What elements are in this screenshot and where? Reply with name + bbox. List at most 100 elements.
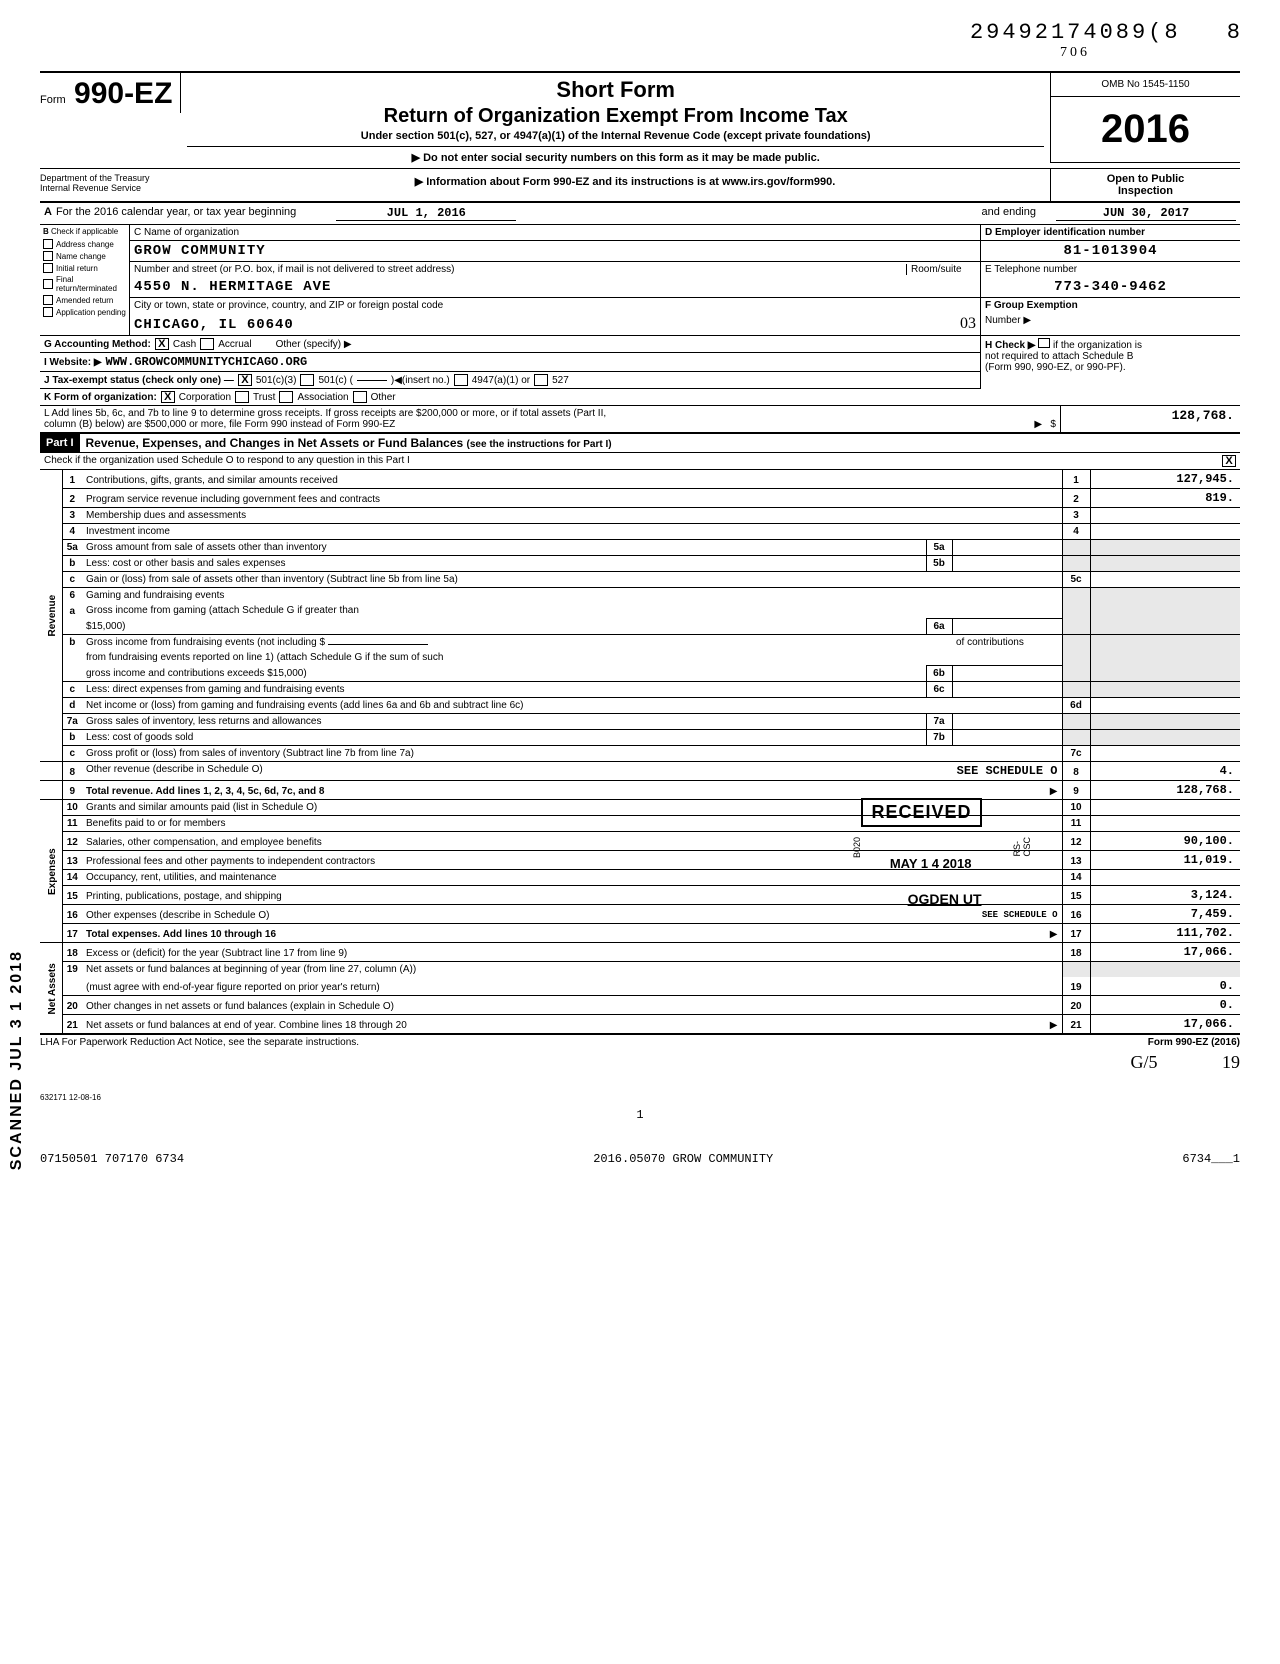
line-j-label: J Tax-exempt status (check only one) — xyxy=(44,375,234,386)
r16-c: 16 xyxy=(1062,905,1090,924)
r5c-amt xyxy=(1090,572,1240,588)
cb-4947a1[interactable] xyxy=(454,374,468,386)
second-header-row: Department of the Treasury Internal Reve… xyxy=(40,169,1240,203)
r9-c: 9 xyxy=(1062,781,1090,800)
cb-initial-return[interactable] xyxy=(43,263,53,273)
cb-cash[interactable]: X xyxy=(155,338,169,350)
r16-extra: SEE SCHEDULE O xyxy=(982,910,1058,920)
col-c-header: C Name of organization xyxy=(130,225,980,241)
r15-lbl: Printing, publications, postage, and shi… xyxy=(86,891,282,902)
lbl-app-pending: Application pending xyxy=(56,308,126,317)
cb-h[interactable] xyxy=(1038,338,1050,348)
r5c-n: c xyxy=(62,572,82,588)
r6b-lbl: Gross income from fundraising events (no… xyxy=(86,637,325,648)
r6c-ic: 6c xyxy=(926,682,952,698)
netassets-label: Net Assets xyxy=(40,943,62,1035)
r21-c: 21 xyxy=(1062,1015,1090,1035)
lbl-amended: Amended return xyxy=(56,296,113,305)
cb-501c[interactable] xyxy=(300,374,314,386)
cb-corporation[interactable]: X xyxy=(161,391,175,403)
lbl-initial-return: Initial return xyxy=(56,264,98,273)
line-k: K Form of organization: X Corporation Tr… xyxy=(40,389,1240,406)
cb-final-return[interactable] xyxy=(43,279,53,289)
r6c-iamt xyxy=(952,682,1062,698)
return-title: Return of Organization Exempt From Incom… xyxy=(187,105,1044,128)
r14-c: 14 xyxy=(1062,870,1090,886)
lbl-cash: Cash xyxy=(173,339,196,350)
r5b-iamt xyxy=(952,556,1062,572)
cb-association[interactable] xyxy=(279,391,293,403)
footer-center: 2016.05070 GROW COMMUNITY xyxy=(593,1152,773,1166)
hand-03: 03 xyxy=(960,315,976,333)
r13-lbl: Professional fees and other payments to … xyxy=(86,856,375,867)
r16-lbl: Other expenses (describe in Schedule O) xyxy=(86,910,269,921)
cb-501c3[interactable]: X xyxy=(238,374,252,386)
r8-c: 8 xyxy=(1062,762,1090,781)
cb-app-pending[interactable] xyxy=(43,307,53,317)
city-label: City or town, state or province, country… xyxy=(130,298,980,313)
date-stamp: MAY 1 4 2018 xyxy=(890,856,972,871)
entity-block: B Check if applicable Address change Nam… xyxy=(40,225,1240,336)
lbl-corporation: Corporation xyxy=(179,392,231,403)
r4-lbl: Investment income xyxy=(82,524,1062,540)
r7c-n: c xyxy=(62,746,82,762)
cb-accrual[interactable] xyxy=(200,338,214,350)
ein: 81-1013904 xyxy=(981,241,1240,262)
r20-amt: 0. xyxy=(1090,996,1240,1015)
r3-lbl: Membership dues and assessments xyxy=(82,508,1062,524)
part1-check-row: Check if the organization used Schedule … xyxy=(40,453,1240,470)
col-d-label: D Employer identification number xyxy=(985,227,1145,238)
r15-amt: 3,124. xyxy=(1090,886,1240,905)
cb-trust[interactable] xyxy=(235,391,249,403)
r6-n: 6 xyxy=(62,588,82,604)
r5c-lbl: Gain or (loss) from sale of assets other… xyxy=(82,572,1062,588)
small-print: 632171 12-08-16 xyxy=(40,1093,1240,1102)
r7c-lbl: Gross profit or (loss) from sales of inv… xyxy=(82,746,1062,762)
top-trailing: 8 xyxy=(1227,20,1240,45)
lbl-501c: 501(c) ( xyxy=(318,375,352,386)
r18-lbl: Excess or (deficit) for the year (Subtra… xyxy=(82,943,1062,962)
r19-c: 19 xyxy=(1062,977,1090,996)
r14-n: 14 xyxy=(62,870,82,886)
r6-lbl: Gaming and fundraising events xyxy=(82,588,1062,604)
cb-address-change[interactable] xyxy=(43,239,53,249)
ogden-stamp: OGDEN UT xyxy=(908,891,982,907)
tax-year: 2016 xyxy=(1051,97,1240,163)
col-h: H Check ▶ if the organization is not req… xyxy=(980,336,1240,389)
r11-c: 11 xyxy=(1062,816,1090,832)
line-g-label: G Accounting Method: xyxy=(44,339,151,350)
r19-lbl2: (must agree with end-of-year figure repo… xyxy=(82,977,1062,996)
r6b-iamt xyxy=(952,666,1062,682)
cb-schedule-o[interactable]: X xyxy=(1222,455,1236,467)
cb-name-change[interactable] xyxy=(43,251,53,261)
cb-other-org[interactable] xyxy=(353,391,367,403)
r15-c: 15 xyxy=(1062,886,1090,905)
r2-amt: 819. xyxy=(1090,489,1240,508)
r12-n: 12 xyxy=(62,832,82,851)
r17-amt: 111,702. xyxy=(1090,924,1240,943)
r7a-lbl: Gross sales of inventory, less returns a… xyxy=(82,714,926,730)
r8-lbl: Other revenue (describe in Schedule O) xyxy=(86,764,263,775)
r17-n: 17 xyxy=(62,924,82,943)
r20-c: 20 xyxy=(1062,996,1090,1015)
r3-n: 3 xyxy=(62,508,82,524)
dept-line2: Internal Revenue Service xyxy=(40,183,196,193)
r9-lbl: Total revenue. Add lines 1, 2, 3, 4, 5c,… xyxy=(86,786,324,797)
r19-amt: 0. xyxy=(1090,977,1240,996)
top-handwritten: 706 xyxy=(40,45,1090,61)
info-line: ▶ Information about Form 990-EZ and its … xyxy=(200,169,1050,201)
footer-right: 6734___1 xyxy=(1182,1152,1240,1166)
lha-notice: LHA For Paperwork Reduction Act Notice, … xyxy=(40,1037,359,1048)
col-b: B Check if applicable Address change Nam… xyxy=(40,225,130,335)
r5a-ic: 5a xyxy=(926,540,952,556)
form-prefix: Form xyxy=(40,94,66,106)
r17-lbl: Total expenses. Add lines 10 through 16 xyxy=(86,929,276,940)
expenses-label: Expenses xyxy=(40,800,62,943)
top-number-block: 29492174089(8 8 706 xyxy=(40,20,1240,61)
cb-amended[interactable] xyxy=(43,295,53,305)
r6b-lbl3: from fundraising events reported on line… xyxy=(82,650,1062,666)
r4-amt xyxy=(1090,524,1240,540)
line-g: G Accounting Method: X Cash Accrual Othe… xyxy=(40,336,980,353)
cb-527[interactable] xyxy=(534,374,548,386)
part1-badge: Part I xyxy=(40,434,80,452)
